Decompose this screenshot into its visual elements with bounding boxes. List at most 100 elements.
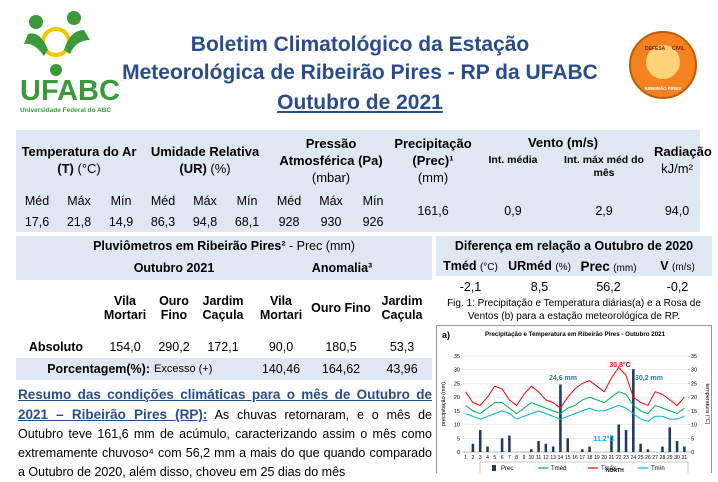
legend-swatch xyxy=(492,465,496,471)
bar xyxy=(683,446,686,452)
bar xyxy=(551,446,555,452)
x-tick-label: 28 xyxy=(660,455,666,461)
value-cell: 43,96 xyxy=(386,362,418,376)
sub-header: Méd xyxy=(276,193,302,208)
x-tick-label: 14 xyxy=(558,455,564,461)
header-cell: Radiação xyxy=(654,144,712,159)
group-header: Outubro 2021 xyxy=(133,261,215,275)
table-title-unit: - Prec (mm) xyxy=(289,239,355,253)
x-tick-label: 12 xyxy=(543,455,549,461)
summary: Resumo das condições climáticas para o m… xyxy=(18,385,432,482)
bar xyxy=(471,443,475,452)
line xyxy=(465,391,685,415)
legend-entry: Tmáx xyxy=(601,466,616,472)
badge-inner xyxy=(646,45,680,79)
station-header: Vila Mortari xyxy=(259,294,303,322)
logo-body xyxy=(24,33,48,56)
sub-header: Máx xyxy=(319,193,343,208)
x-tick-label: 11 xyxy=(536,455,541,461)
station-header: Jardim Caçula xyxy=(381,294,423,322)
badge-text: CIVIL xyxy=(672,46,685,52)
bar xyxy=(646,449,650,452)
badge-text: DEFESA xyxy=(645,46,666,52)
title-line: Meteorológica de Ribeirão Pires - RP da … xyxy=(122,61,598,84)
sub-header: Máx xyxy=(193,193,217,208)
bar xyxy=(639,443,642,452)
y-tick-label: 30 xyxy=(454,368,460,374)
value-cell: 21,8 xyxy=(66,214,92,229)
y2-tick-label: 5 xyxy=(691,436,694,442)
value-cell: 164,62 xyxy=(321,362,361,376)
unit: (°C) xyxy=(479,262,498,273)
bar xyxy=(486,446,489,452)
chart-frame xyxy=(436,325,712,473)
y-tick-label: 0 xyxy=(457,450,460,456)
x-tick-label: 15 xyxy=(565,455,571,461)
wind-rose-label: NORTH xyxy=(606,468,624,473)
x-tick-label: 27 xyxy=(652,455,658,461)
bar xyxy=(675,441,679,452)
badge-text: RIBEIRÃO PIRES xyxy=(645,85,682,91)
annotation: 24,6 mm xyxy=(549,375,577,382)
header-cell: V xyxy=(660,259,669,273)
value-cell: 928 xyxy=(278,214,300,229)
value-cell: 94,0 xyxy=(664,204,690,218)
chart: a) Precipitação e Temperatura em Ribeirão… xyxy=(436,325,712,473)
y2-tick-label: 35 xyxy=(691,354,697,360)
x-tick-label: 22 xyxy=(616,455,622,461)
header-cell: Precipitação (Prec)¹ xyxy=(394,135,472,168)
x-tick-label: 4 xyxy=(486,455,489,461)
x-tick-label: 25 xyxy=(638,455,644,461)
x-tick-label: 29 xyxy=(667,455,673,461)
header-cell: Pressão Atmosférica (Pa) xyxy=(279,135,383,168)
value-cell: 56,2 xyxy=(596,280,621,294)
row-label: Absoluto xyxy=(28,340,84,354)
value-cell: 161,6 xyxy=(417,204,449,218)
x-tick-label: 8 xyxy=(515,455,518,461)
value-cell: 86,3 xyxy=(150,214,176,229)
y-tick-label: 5 xyxy=(457,436,460,442)
bar xyxy=(661,446,664,452)
logo-body xyxy=(64,30,90,54)
y2-tick-label: 10 xyxy=(691,423,697,429)
x-tick-label: 17 xyxy=(580,455,586,461)
y2-tick-label: 15 xyxy=(691,409,697,415)
sub-header: Méd xyxy=(24,193,50,208)
bar xyxy=(566,438,569,452)
value-cell: 172,1 xyxy=(207,340,239,354)
sub-header: Méd xyxy=(150,193,176,208)
value-cell: 17,6 xyxy=(24,214,50,229)
value-cell: 154,0 xyxy=(109,340,141,354)
sub-header: Mín xyxy=(110,193,132,208)
value-cell: 53,3 xyxy=(389,340,415,354)
bar xyxy=(559,384,562,452)
value-cell: 290,2 xyxy=(158,340,190,354)
table-title: Pluviômetros em Ribeirão Pires² xyxy=(93,239,286,253)
summary-table: Temperatura do Ar (T) (°C) Umidade Relat… xyxy=(16,130,712,232)
unit: (mm) xyxy=(417,169,449,185)
bar xyxy=(668,427,672,452)
logo-text: UFABC xyxy=(20,75,120,107)
header-cell: Tméd xyxy=(443,259,477,273)
x-tick-label: 30 xyxy=(674,455,680,461)
bar xyxy=(588,446,591,452)
bar xyxy=(632,369,635,452)
unit: (%) xyxy=(210,161,231,176)
logo-head xyxy=(67,11,81,25)
y-tick-label: 20 xyxy=(454,395,460,401)
y2-tick-label: 0 xyxy=(691,450,694,456)
bar xyxy=(624,430,628,452)
rain-gauge-table: Pluviômetros em Ribeirão Pires² - Prec (… xyxy=(16,236,433,380)
annotation: 11,2°C xyxy=(593,435,614,443)
bar xyxy=(581,449,584,452)
x-tick-label: 5 xyxy=(493,455,496,461)
y-tick-label: 15 xyxy=(454,409,460,415)
header-cell: Vento (m/s) xyxy=(527,134,599,150)
x-tick-label: 18 xyxy=(587,455,593,461)
annotation: 30,2 mm xyxy=(635,375,663,382)
station-header: Ouro Fino xyxy=(159,294,189,322)
x-tick-label: 1 xyxy=(464,455,467,461)
group-header: Anomalia³ xyxy=(311,261,373,275)
x-tick-label: 24 xyxy=(631,455,637,461)
bar xyxy=(610,435,613,452)
